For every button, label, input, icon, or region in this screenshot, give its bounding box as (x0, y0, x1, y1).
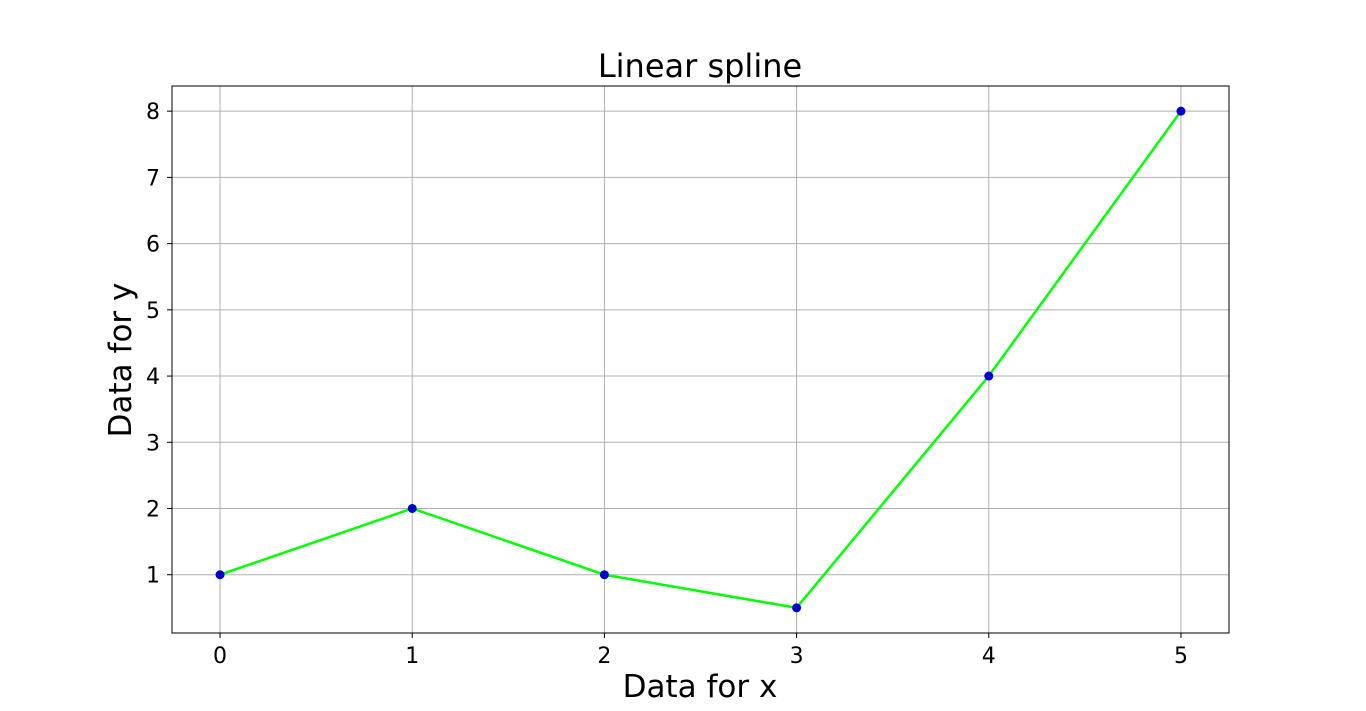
chart-title: Linear spline (598, 47, 802, 85)
data-point (215, 570, 225, 580)
plot-frame (171, 85, 1230, 634)
y-tick-label: 6 (146, 233, 160, 258)
data-point (984, 371, 994, 381)
y-tick-label: 1 (146, 564, 160, 589)
series-line (219, 110, 1182, 610)
x-tick-label: 0 (213, 644, 227, 669)
x-tick-label: 1 (405, 644, 419, 669)
x-tick-label: 3 (790, 644, 804, 669)
data-point (1176, 106, 1186, 116)
x-tick-label: 5 (1174, 644, 1188, 669)
series-group (215, 106, 1186, 613)
y-tick-label: 7 (146, 166, 160, 191)
y-tick-label: 4 (146, 365, 160, 390)
grid (172, 86, 1229, 633)
y-tick-label: 3 (146, 431, 160, 456)
data-point (599, 570, 609, 580)
data-point (792, 603, 802, 613)
y-tick-label: 5 (146, 299, 160, 324)
y-axis-ticks: 1 2 3 4 5 6 7 8 (146, 100, 172, 589)
x-tick-label: 2 (597, 644, 611, 669)
data-point (407, 504, 417, 514)
x-axis-ticks: 0 1 2 3 4 5 (213, 633, 1188, 669)
y-axis-label: Data for y (103, 283, 139, 438)
y-tick-label: 2 (146, 498, 160, 523)
y-tick-label: 8 (146, 100, 160, 125)
x-axis-label: Data for x (623, 669, 778, 705)
x-tick-label: 4 (982, 644, 996, 669)
